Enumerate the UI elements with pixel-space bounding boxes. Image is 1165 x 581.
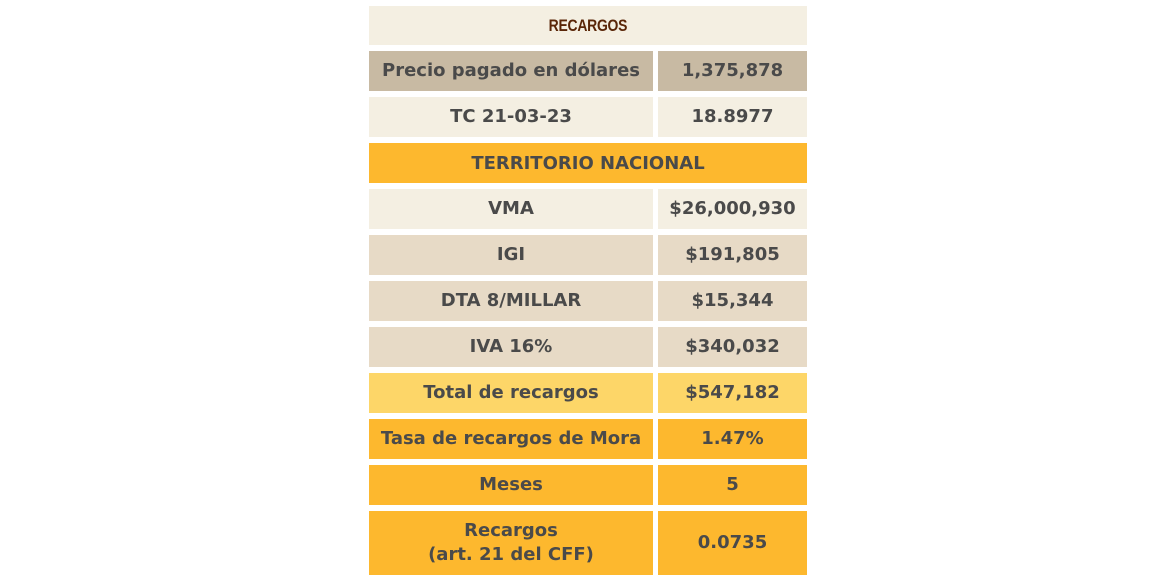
row-value: $26,000,930 — [658, 189, 807, 229]
table-row-tipo-cambio: TC 21-03-23 18.8977 — [369, 97, 807, 137]
row-label: Recargos (art. 21 del CFF) — [369, 511, 653, 575]
table-row-iva: IVA 16% $340,032 — [369, 327, 807, 367]
table-row-meses: Meses 5 — [369, 465, 807, 505]
row-value: $191,805 — [658, 235, 807, 275]
row-label: Precio pagado en dólares — [369, 51, 653, 91]
row-value: 1.47% — [658, 419, 807, 459]
row-value: $15,344 — [658, 281, 807, 321]
table-row-recargos-cff: Recargos (art. 21 del CFF) 0.0735 — [369, 511, 807, 575]
row-label: VMA — [369, 189, 653, 229]
table-row-tasa-mora: Tasa de recargos de Mora 1.47% — [369, 419, 807, 459]
row-label: DTA 8/MILLAR — [369, 281, 653, 321]
row-label-line1: Recargos — [464, 520, 558, 541]
row-value: $340,032 — [658, 327, 807, 367]
row-label: TC 21-03-23 — [369, 97, 653, 137]
row-value: 18.8977 — [658, 97, 807, 137]
table-row-precio-pagado: Precio pagado en dólares 1,375,878 — [369, 51, 807, 91]
table-row-vma: VMA $26,000,930 — [369, 189, 807, 229]
row-label: IVA 16% — [369, 327, 653, 367]
table-title: RECARGOS — [548, 15, 628, 35]
row-value: 0.0735 — [658, 511, 807, 575]
row-label: IGI — [369, 235, 653, 275]
row-value: 5 — [658, 465, 807, 505]
table-header: RECARGOS — [369, 6, 807, 45]
table-row-dta: DTA 8/MILLAR $15,344 — [369, 281, 807, 321]
row-value: $547,182 — [658, 373, 807, 413]
table-row-total-recargos: Total de recargos $547,182 — [369, 373, 807, 413]
row-label: Meses — [369, 465, 653, 505]
row-value: 1,375,878 — [658, 51, 807, 91]
row-label-line2: (art. 21 del CFF) — [428, 544, 594, 565]
row-label: Tasa de recargos de Mora — [369, 419, 653, 459]
table-row-igi: IGI $191,805 — [369, 235, 807, 275]
recargos-table: RECARGOS Precio pagado en dólares 1,375,… — [369, 6, 807, 581]
section-header-territorio-nacional: TERRITORIO NACIONAL — [369, 143, 807, 183]
row-label: Total de recargos — [369, 373, 653, 413]
